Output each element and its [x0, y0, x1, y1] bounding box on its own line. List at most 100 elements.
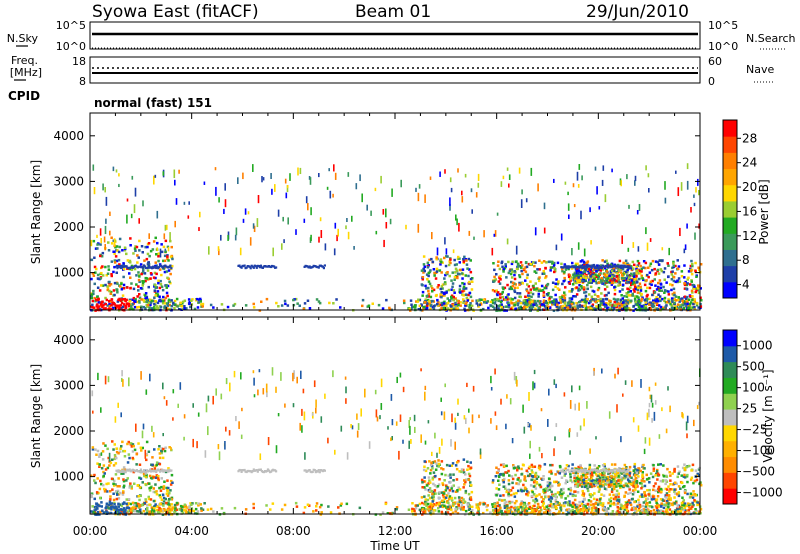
echo-cell: [626, 307, 629, 310]
echo-cell: [96, 286, 100, 289]
echo-cell: [117, 452, 120, 455]
echo-cell: [550, 472, 553, 475]
echo-cell: [508, 297, 512, 301]
echo-cell: [615, 482, 618, 485]
echo-cell: [697, 284, 700, 287]
echo-cell: [491, 299, 494, 302]
echo-cell: [157, 509, 161, 512]
echo-cell: [694, 508, 697, 511]
echo-cell: [513, 290, 517, 294]
echo-cell: [103, 236, 106, 243]
echo-cell: [156, 247, 158, 252]
echo-cell: [152, 299, 155, 303]
echo-cell: [684, 297, 688, 300]
echo-cell: [593, 484, 596, 488]
echo-cell: [623, 495, 626, 498]
echo-cell: [618, 467, 621, 470]
echo-cell: [596, 295, 599, 298]
echo-cell: [514, 283, 517, 286]
echo-cell: [324, 243, 327, 251]
echo-cell: [624, 262, 628, 265]
echo-cell: [694, 232, 696, 240]
echo-cell: [303, 302, 307, 305]
echo-cell: [99, 510, 102, 514]
echo-cell: [564, 481, 567, 485]
echo-cell: [215, 186, 217, 196]
echo-cell: [550, 266, 553, 269]
echo-cell: [656, 509, 659, 512]
echo-cell: [626, 301, 629, 304]
echo-cell: [145, 303, 148, 307]
echo-cell: [553, 480, 556, 484]
echo-cell: [421, 501, 424, 505]
echo-cell: [583, 483, 587, 486]
echo-cell: [651, 259, 655, 263]
echo-cell: [692, 302, 695, 306]
echo-cell: [659, 463, 662, 466]
echo-cell: [591, 270, 594, 273]
echo-cell: [310, 234, 312, 242]
echo-cell: [130, 487, 133, 490]
echo-cell: [561, 269, 564, 273]
echo-cell: [612, 493, 615, 497]
echo-cell: [427, 482, 430, 485]
echo-cell: [513, 289, 516, 292]
echo-cell: [145, 299, 149, 302]
echo-cell: [104, 283, 107, 287]
echo-cell: [478, 299, 481, 302]
echo-cell: [468, 280, 471, 284]
echo-cell: [680, 270, 684, 273]
echo-cell: [613, 292, 617, 296]
echo-cell: [628, 265, 631, 268]
echo-cell: [640, 479, 643, 482]
echo-cell: [532, 284, 535, 288]
echo-cell: [576, 475, 580, 478]
echo-cell: [662, 506, 666, 510]
echo-cell: [100, 255, 104, 258]
echo-cell: [385, 222, 388, 229]
echo-cell: [669, 474, 672, 477]
echo-cell: [165, 492, 169, 496]
echo-cell: [580, 467, 583, 470]
echo-cell: [361, 193, 363, 203]
echo-cell: [634, 485, 638, 489]
echo-cell: [458, 268, 462, 272]
echo-cell: [144, 498, 147, 501]
echo-cell: [699, 484, 703, 487]
echo-cell: [509, 299, 513, 302]
echo-cell: [498, 498, 501, 502]
echo-cell: [636, 490, 640, 493]
echo-cell: [449, 480, 452, 484]
echo-cell: [574, 295, 577, 298]
echo-cell: [461, 282, 464, 285]
echo-cell: [187, 215, 190, 219]
echo-cell: [93, 497, 96, 501]
echo-cell: [558, 472, 561, 475]
echo-cell: [432, 482, 435, 486]
echo-cell: [96, 462, 99, 465]
echo-cell: [460, 496, 464, 500]
echo-cell: [685, 283, 689, 287]
echo-cell: [100, 284, 103, 287]
echo-cell: [468, 306, 471, 309]
echo-cell: [572, 295, 575, 298]
echo-cell: [146, 266, 150, 269]
echo-cell: [479, 303, 483, 306]
echo-cell: [573, 474, 576, 477]
echo-cell: [648, 307, 651, 310]
echo-cell: [144, 276, 147, 280]
echo-cell: [439, 303, 442, 307]
echo-cell: [435, 293, 438, 297]
echo-cell: [600, 264, 603, 267]
echo-cell: [424, 301, 427, 304]
echo-cell: [599, 265, 603, 268]
echo-cell: [553, 261, 556, 265]
echo-cell: [596, 467, 599, 470]
echo-cell: [91, 306, 94, 309]
echo-cell: [594, 479, 597, 483]
echo-cell: [526, 273, 529, 277]
echo-cell: [670, 304, 674, 307]
echo-cell: [589, 207, 591, 213]
echo-cell: [690, 280, 693, 283]
echo-cell: [691, 264, 694, 268]
